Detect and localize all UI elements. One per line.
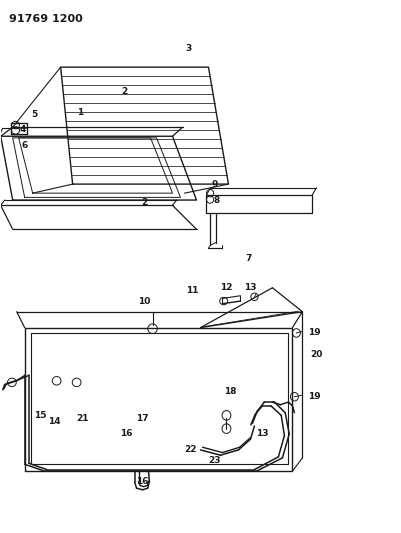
- Text: 2: 2: [142, 198, 148, 207]
- Text: 7: 7: [245, 254, 252, 263]
- Text: 1: 1: [77, 108, 84, 117]
- Text: 3: 3: [185, 44, 192, 53]
- Text: 20: 20: [310, 350, 322, 359]
- Text: 23: 23: [208, 456, 221, 465]
- Text: 15: 15: [34, 411, 47, 420]
- Text: 17: 17: [136, 414, 149, 423]
- Text: 11: 11: [186, 286, 199, 295]
- Text: 16: 16: [120, 430, 133, 439]
- Text: 8: 8: [213, 196, 220, 205]
- Text: 6: 6: [22, 141, 28, 150]
- Text: 22: 22: [184, 446, 197, 455]
- Text: 18: 18: [224, 387, 237, 396]
- Text: 14: 14: [49, 417, 61, 426]
- Text: 5: 5: [32, 110, 38, 119]
- Text: 21: 21: [76, 414, 89, 423]
- Text: 9: 9: [211, 180, 218, 189]
- Text: 19: 19: [308, 392, 321, 401]
- Text: 4: 4: [20, 125, 26, 134]
- Text: 13: 13: [256, 430, 269, 439]
- Text: 10: 10: [138, 296, 151, 305]
- Text: 91769 1200: 91769 1200: [9, 14, 83, 24]
- Text: 2: 2: [122, 86, 128, 95]
- Text: 13: 13: [244, 283, 257, 292]
- Text: 16: 16: [136, 478, 149, 486]
- Text: 12: 12: [220, 283, 233, 292]
- Text: 19: 19: [308, 328, 321, 337]
